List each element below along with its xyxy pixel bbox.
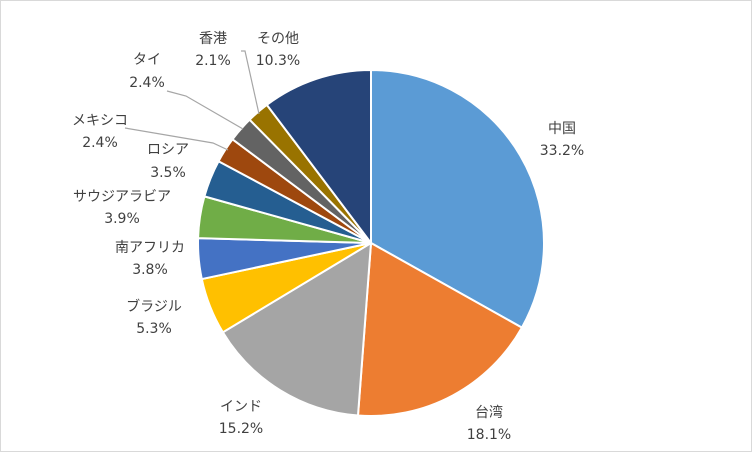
- data-label-percent-10: 2.1%: [195, 53, 231, 69]
- data-label-name-6: サウジアラビア: [73, 189, 171, 205]
- data-label-percent-5: 3.8%: [132, 262, 168, 278]
- data-label-percent-4: 5.3%: [136, 321, 172, 337]
- data-label-name-8: メキシコ: [72, 113, 128, 129]
- data-label-name-1: 中国: [548, 121, 576, 137]
- data-label-name-2: 台湾: [475, 404, 503, 421]
- pie-slice-1: [370, 69, 545, 329]
- leader-line-9: [166, 90, 244, 130]
- data-label-percent-11: 10.3%: [256, 53, 300, 69]
- leader-line-8: [124, 127, 229, 151]
- data-label-percent-2: 18.1%: [467, 427, 511, 443]
- data-label-name-7: ロシア: [147, 142, 189, 158]
- data-label-name-11: その他: [257, 31, 299, 47]
- pie-slice-11: [265, 69, 372, 244]
- data-label-name-5: 南アフリカ: [115, 240, 185, 256]
- data-label-name-9: タイ: [133, 52, 161, 68]
- data-label-name-3: インド: [220, 399, 262, 415]
- data-label-percent-7: 3.5%: [150, 165, 186, 181]
- data-label-percent-3: 15.2%: [219, 421, 263, 437]
- data-label-percent-6: 3.9%: [104, 211, 140, 227]
- data-label-percent-1: 33.2%: [540, 143, 584, 159]
- data-label-name-4: ブラジル: [126, 298, 182, 315]
- pie-slice-3: [221, 242, 372, 417]
- pie-slice-2: [356, 242, 523, 417]
- data-label-name-10: 香港: [199, 31, 227, 47]
- leader-line-10: [241, 50, 260, 115]
- data-label-percent-9: 2.4%: [129, 75, 165, 91]
- data-label-percent-8: 2.4%: [82, 135, 118, 151]
